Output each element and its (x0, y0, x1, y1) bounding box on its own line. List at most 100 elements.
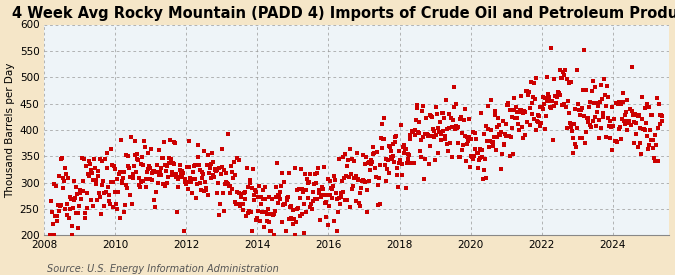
Point (367, 160, 377, 164)
Point (111, 207, 122, 211)
Point (565, 79, 576, 84)
Point (244, 181, 255, 185)
Point (194, 181, 205, 185)
Point (148, 169, 159, 173)
Point (53, 174, 64, 178)
Point (608, 123, 618, 128)
Point (94, 190, 105, 195)
Point (313, 188, 324, 192)
Point (518, 111, 529, 116)
Point (92, 174, 103, 178)
Point (291, 219, 302, 224)
Point (271, 161, 282, 165)
Point (586, 125, 597, 129)
Point (68, 179, 79, 183)
Point (265, 212, 276, 217)
Point (633, 114, 644, 119)
Point (607, 148, 618, 153)
Point (143, 167, 154, 171)
Point (338, 155, 348, 159)
Point (113, 172, 124, 176)
Point (510, 105, 521, 110)
Point (234, 191, 244, 195)
Point (473, 158, 484, 163)
Point (374, 163, 385, 167)
Point (448, 117, 458, 122)
Point (543, 92, 554, 96)
Point (642, 134, 653, 138)
Point (481, 176, 492, 181)
Point (166, 173, 177, 177)
Point (211, 191, 222, 195)
Point (89, 157, 100, 161)
Point (167, 161, 178, 165)
Point (440, 134, 451, 138)
Point (149, 197, 160, 202)
Point (206, 175, 217, 180)
Point (296, 167, 306, 171)
Point (122, 164, 133, 168)
Point (445, 141, 456, 145)
Point (316, 194, 327, 198)
Point (631, 121, 642, 125)
Point (311, 197, 322, 201)
Point (188, 169, 199, 174)
Point (592, 101, 603, 106)
Text: Source: U.S. Energy Information Administration: Source: U.S. Energy Information Administ… (47, 264, 279, 274)
Point (182, 164, 192, 169)
Point (415, 154, 426, 159)
Point (80, 211, 90, 216)
Point (616, 116, 627, 121)
Point (608, 117, 619, 121)
Point (443, 112, 454, 116)
Point (86, 170, 97, 175)
Point (431, 133, 441, 138)
Point (65, 207, 76, 211)
Point (571, 126, 582, 130)
Point (545, 46, 556, 50)
Point (132, 157, 142, 161)
Point (641, 102, 652, 106)
Point (314, 191, 325, 195)
Point (618, 118, 629, 123)
Point (510, 116, 520, 120)
Point (579, 48, 590, 53)
Point (653, 159, 664, 163)
Point (277, 220, 288, 224)
Point (540, 127, 551, 131)
Point (126, 135, 136, 139)
Point (417, 135, 428, 140)
Point (155, 169, 165, 174)
Point (651, 143, 661, 147)
Point (376, 146, 387, 150)
Point (568, 122, 579, 127)
Point (389, 140, 400, 145)
Point (47, 233, 58, 238)
Point (626, 123, 637, 127)
Point (392, 173, 402, 177)
Point (327, 183, 338, 188)
Point (197, 170, 208, 175)
Point (419, 157, 430, 161)
Point (593, 136, 604, 140)
Point (326, 187, 337, 191)
Point (362, 188, 373, 192)
Point (134, 183, 144, 188)
Point (126, 202, 137, 206)
Point (264, 220, 275, 224)
Point (471, 150, 482, 155)
Point (215, 172, 226, 176)
Point (562, 77, 572, 81)
Point (95, 156, 105, 161)
Point (617, 91, 628, 95)
Point (516, 108, 526, 112)
Point (632, 112, 643, 117)
Point (169, 139, 180, 144)
Point (196, 176, 207, 180)
Point (388, 154, 399, 158)
Point (462, 139, 473, 143)
Point (260, 185, 271, 189)
Point (211, 169, 221, 174)
Point (368, 152, 379, 156)
Point (651, 96, 662, 100)
